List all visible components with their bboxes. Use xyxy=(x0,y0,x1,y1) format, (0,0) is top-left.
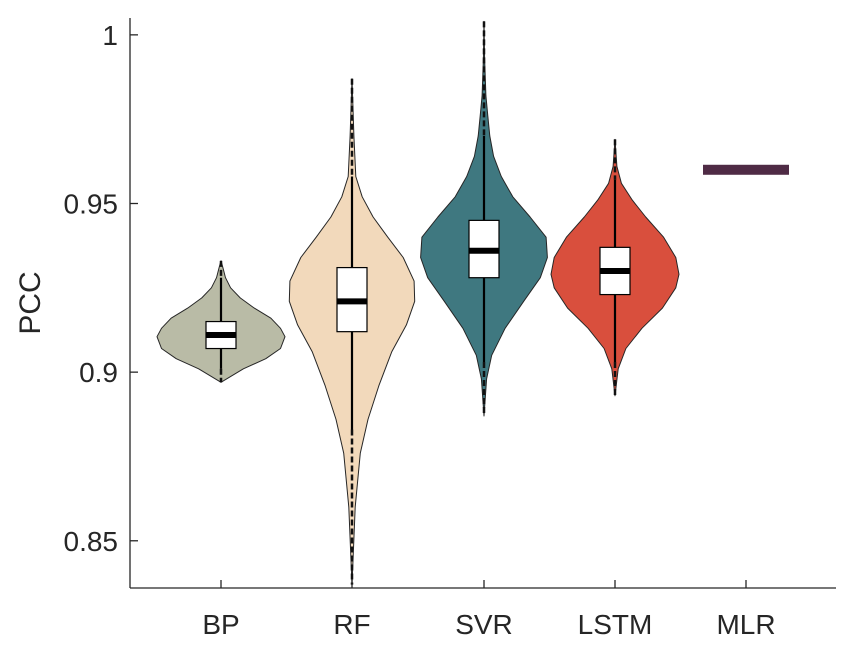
y-tick-label: 0.95 xyxy=(64,189,119,220)
violin-layer xyxy=(156,20,789,586)
y-tick-label: 1 xyxy=(102,20,118,51)
violin-group-svr xyxy=(420,20,548,417)
x-tick-label-bp: BP xyxy=(202,609,239,640)
x-tick-label-lstm: LSTM xyxy=(578,609,653,640)
x-tick-label-mlr: MLR xyxy=(716,609,775,640)
violin-group-lstm xyxy=(550,138,680,397)
y-tick-label: 0.9 xyxy=(79,357,118,388)
violin-group-mlr xyxy=(703,164,789,175)
axes: 0.85 0.9 0.95 1 BP RF SVR LSTM MLR xyxy=(64,18,836,640)
y-axis-title: PCC xyxy=(14,271,47,334)
violin-group-bp xyxy=(156,260,286,383)
y-tick-label: 0.85 xyxy=(64,526,119,557)
x-tick-label-rf: RF xyxy=(333,609,370,640)
single-value-bar-mlr xyxy=(703,164,789,175)
violin-group-rf xyxy=(288,78,416,586)
x-tick-label-svr: SVR xyxy=(455,609,513,640)
